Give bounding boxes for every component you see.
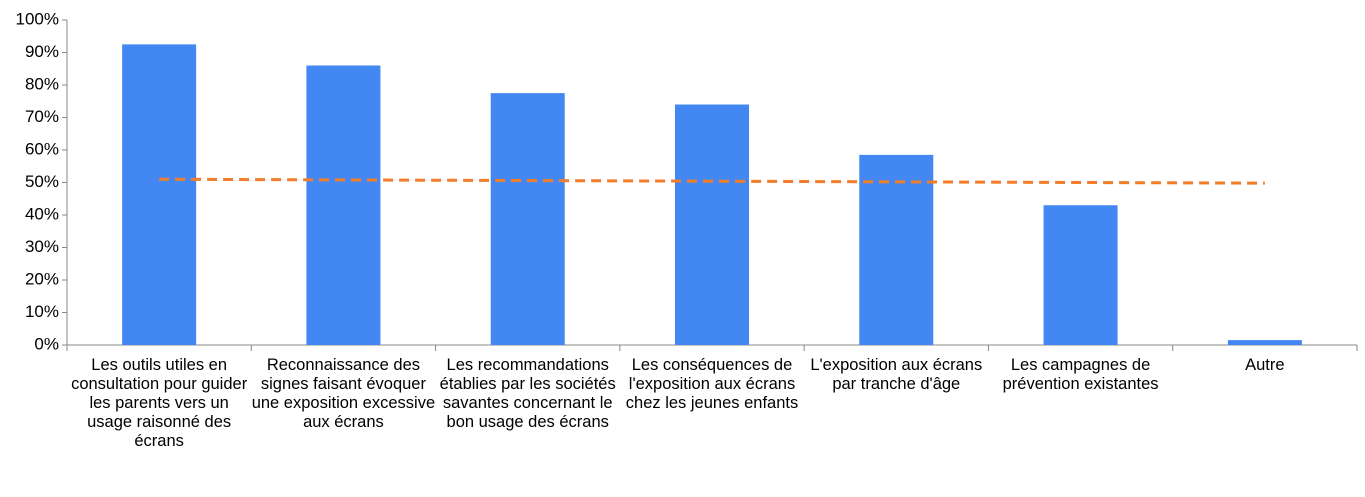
x-tick-label: Les conséquences de l'exposition aux écr…	[625, 356, 799, 412]
bar	[675, 104, 749, 345]
trend-line	[159, 177, 1265, 185]
y-tick-label: 0%	[34, 334, 59, 353]
y-tick-label: 60%	[25, 139, 59, 158]
bar	[1043, 205, 1118, 345]
bar	[122, 44, 197, 345]
y-tick-label: 20%	[25, 269, 59, 288]
y-tick-label: 90%	[25, 42, 59, 61]
x-tick-label: L'exposition aux écrans par tranche d'âg…	[810, 356, 983, 393]
x-tick-label: Reconnaissance des signes faisant évoque…	[251, 356, 436, 431]
bar	[306, 65, 381, 345]
y-tick-label: 100%	[16, 9, 59, 28]
x-tick-label: Les campagnes de prévention existantes	[1002, 356, 1159, 393]
y-tick-label: 10%	[25, 302, 59, 321]
x-tick-label: Les recommandations établies par les soc…	[439, 356, 616, 431]
y-tick-label: 70%	[25, 107, 59, 126]
y-tick-label: 40%	[25, 204, 59, 223]
bar	[490, 93, 565, 345]
bar	[1227, 340, 1302, 345]
y-tick-label: 80%	[25, 74, 59, 93]
y-tick-label: 50%	[25, 172, 59, 191]
y-tick-label: 30%	[25, 237, 59, 256]
bar	[859, 154, 934, 345]
x-tick-label: Les outils utiles en consultation pour g…	[71, 356, 248, 450]
x-tick-label: Autre	[1245, 356, 1285, 374]
